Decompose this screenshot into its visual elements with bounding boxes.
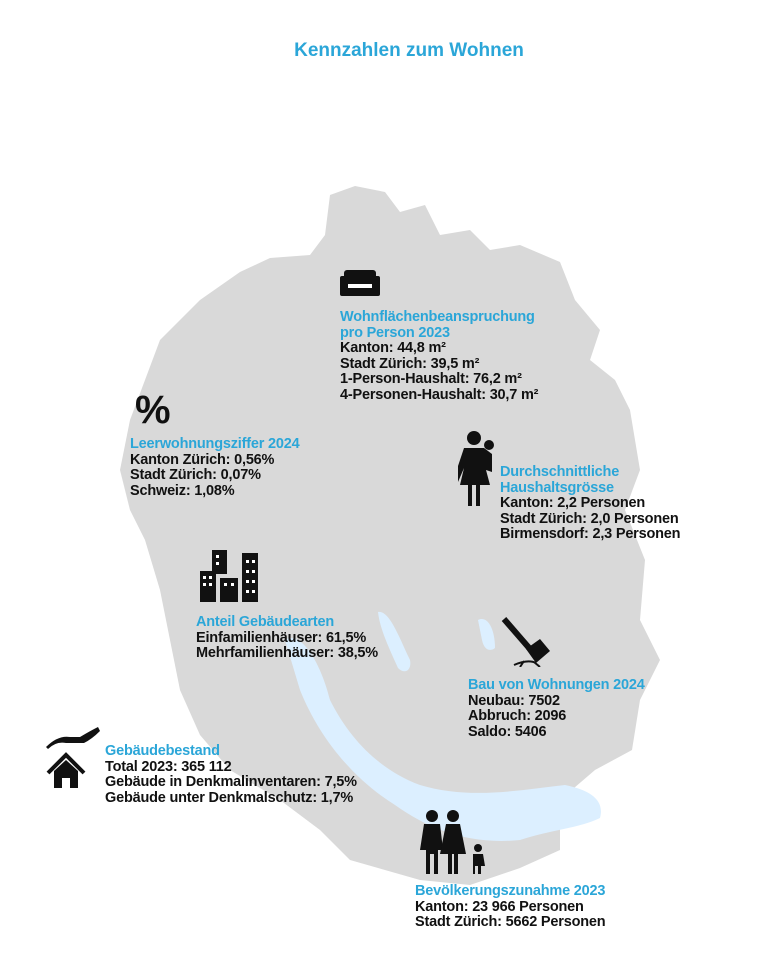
stat-line: 4-Personen-Haushalt: 30,7 m²	[340, 386, 539, 403]
vacancy-heading: Leerwohnungsziffer 2024	[130, 436, 300, 452]
stat-line: Stadt Zürich: 0,07%	[130, 467, 261, 483]
stat-line: Mehrfamilienhäuser: 38,5%	[196, 645, 378, 661]
sofa-icon	[340, 270, 380, 296]
vacancy-block: Leerwohnungsziffer 2024 Kanton Zürich: 0…	[130, 436, 300, 499]
building-types-block: Anteil Gebäudearten Einfamilienhäuser: 6…	[196, 614, 378, 662]
stat-line: Kanton Zürich: 0,56%	[130, 451, 275, 468]
building-stock-block: Gebäudebestand Total 2023: 365 112 Gebäu…	[105, 743, 357, 806]
stat-line: Stadt Zürich: 2,0 Personen	[500, 510, 679, 527]
stat-line: Gebäude in Denkmalinventaren: 7,5%	[105, 774, 357, 790]
housing-construction-block: Bau von Wohnungen 2024 Neubau: 7502 Abbr…	[468, 677, 645, 740]
stat-line: Kanton: 23 966 Personen	[415, 898, 584, 915]
building-types-heading: Anteil Gebäudearten	[196, 614, 335, 630]
stat-line: Abbruch: 2096	[468, 708, 567, 724]
family-icon	[420, 810, 485, 874]
stat-line: Schweiz: 1,08%	[130, 482, 235, 499]
household-size-block: Durchschnittliche Haushaltsgrösse Kanton…	[500, 464, 681, 543]
percent-icon: %	[135, 388, 171, 432]
population-growth-block: Bevölkerungszunahme 2023 Kanton: 23 966 …	[415, 883, 606, 931]
lake-zurich	[285, 638, 601, 841]
lake-greifensee	[378, 611, 411, 672]
stat-line: Einfamilienhäuser: 61,5%	[196, 629, 367, 646]
stat-line: Neubau: 7502	[468, 692, 560, 709]
household-heading: Durchschnittliche	[500, 464, 620, 480]
stat-line: Kanton: 44,8 m²	[340, 340, 446, 356]
stat-line: Gebäude unter Denkmalschutz: 1,7%	[105, 789, 354, 806]
stat-line: Birmensdorf: 2,3 Personen	[500, 526, 681, 542]
buildings-icon	[200, 550, 258, 602]
page-title: Kennzahlen zum Wohnen	[294, 40, 524, 61]
stat-line: Stadt Zürich: 39,5 m²	[340, 355, 480, 372]
living-space-heading: Wohnflächenbeanspruchung	[340, 309, 535, 325]
stat-line: Stadt Zürich: 5662 Personen	[415, 914, 606, 930]
lake-pfaeffikersee	[478, 619, 495, 650]
hammer-icon	[501, 617, 550, 667]
mother-child-icon	[458, 431, 494, 506]
stat-line: 1-Person-Haushalt: 76,2 m²	[340, 371, 522, 387]
stat-line: Saldo: 5406	[468, 723, 547, 740]
living-space-heading-2: pro Person 2023	[340, 324, 450, 341]
household-heading-2: Haushaltsgrösse	[500, 479, 614, 496]
construction-heading: Bau von Wohnungen 2024	[468, 677, 645, 693]
canton-outline	[120, 186, 660, 885]
population-heading: Bevölkerungszunahme 2023	[415, 883, 606, 899]
stat-line: Total 2023: 365 112	[105, 758, 232, 775]
hand-house-icon	[46, 727, 100, 788]
stat-line: Kanton: 2,2 Personen	[500, 495, 646, 511]
living-space-block: Wohnflächenbeanspruchung pro Person 2023…	[340, 309, 539, 403]
building-stock-heading: Gebäudebestand	[105, 743, 220, 759]
